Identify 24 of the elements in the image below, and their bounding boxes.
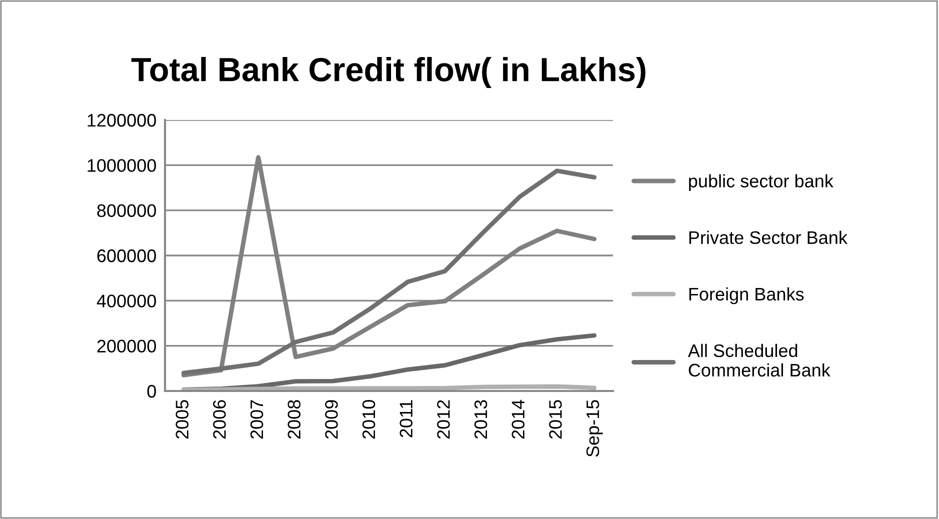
x-tick-label: 2006 [213,400,226,439]
legend-label: All Scheduled Commercial Bank [688,344,830,377]
y-tick-label: 600000 [97,249,156,262]
y-tick-label: 400000 [96,294,156,308]
x-tick-label: 2015 [549,400,562,439]
y-tick-label: 0 [147,384,156,398]
y-tick-label: 1200000 [88,114,156,127]
x-tick-label: 2012 [437,400,450,439]
x-tick-label: Sep-15 [586,400,603,457]
legend-label: Foreign Banks [689,287,804,304]
legend-label: Private Sector Bank [689,230,848,244]
legend-label: public sector bank [689,174,834,192]
x-tick-label: 2007 [250,400,264,439]
x-tick-label: 2008 [288,400,301,439]
y-tick-label: 200000 [97,340,156,353]
x-tick-label: 2009 [325,400,338,439]
x-tick-label: 2013 [474,400,488,439]
x-tick-label: 2005 [176,400,189,439]
x-tick-label: 2010 [362,400,376,439]
y-tick-label: 800000 [97,204,156,218]
y-tick-label: 1000000 [88,159,156,172]
x-tick-label: 2014 [512,400,525,439]
chart-title: Total Bank Credit flow( in Lakhs) [131,56,646,88]
x-tick-label: 2011 [400,400,413,438]
